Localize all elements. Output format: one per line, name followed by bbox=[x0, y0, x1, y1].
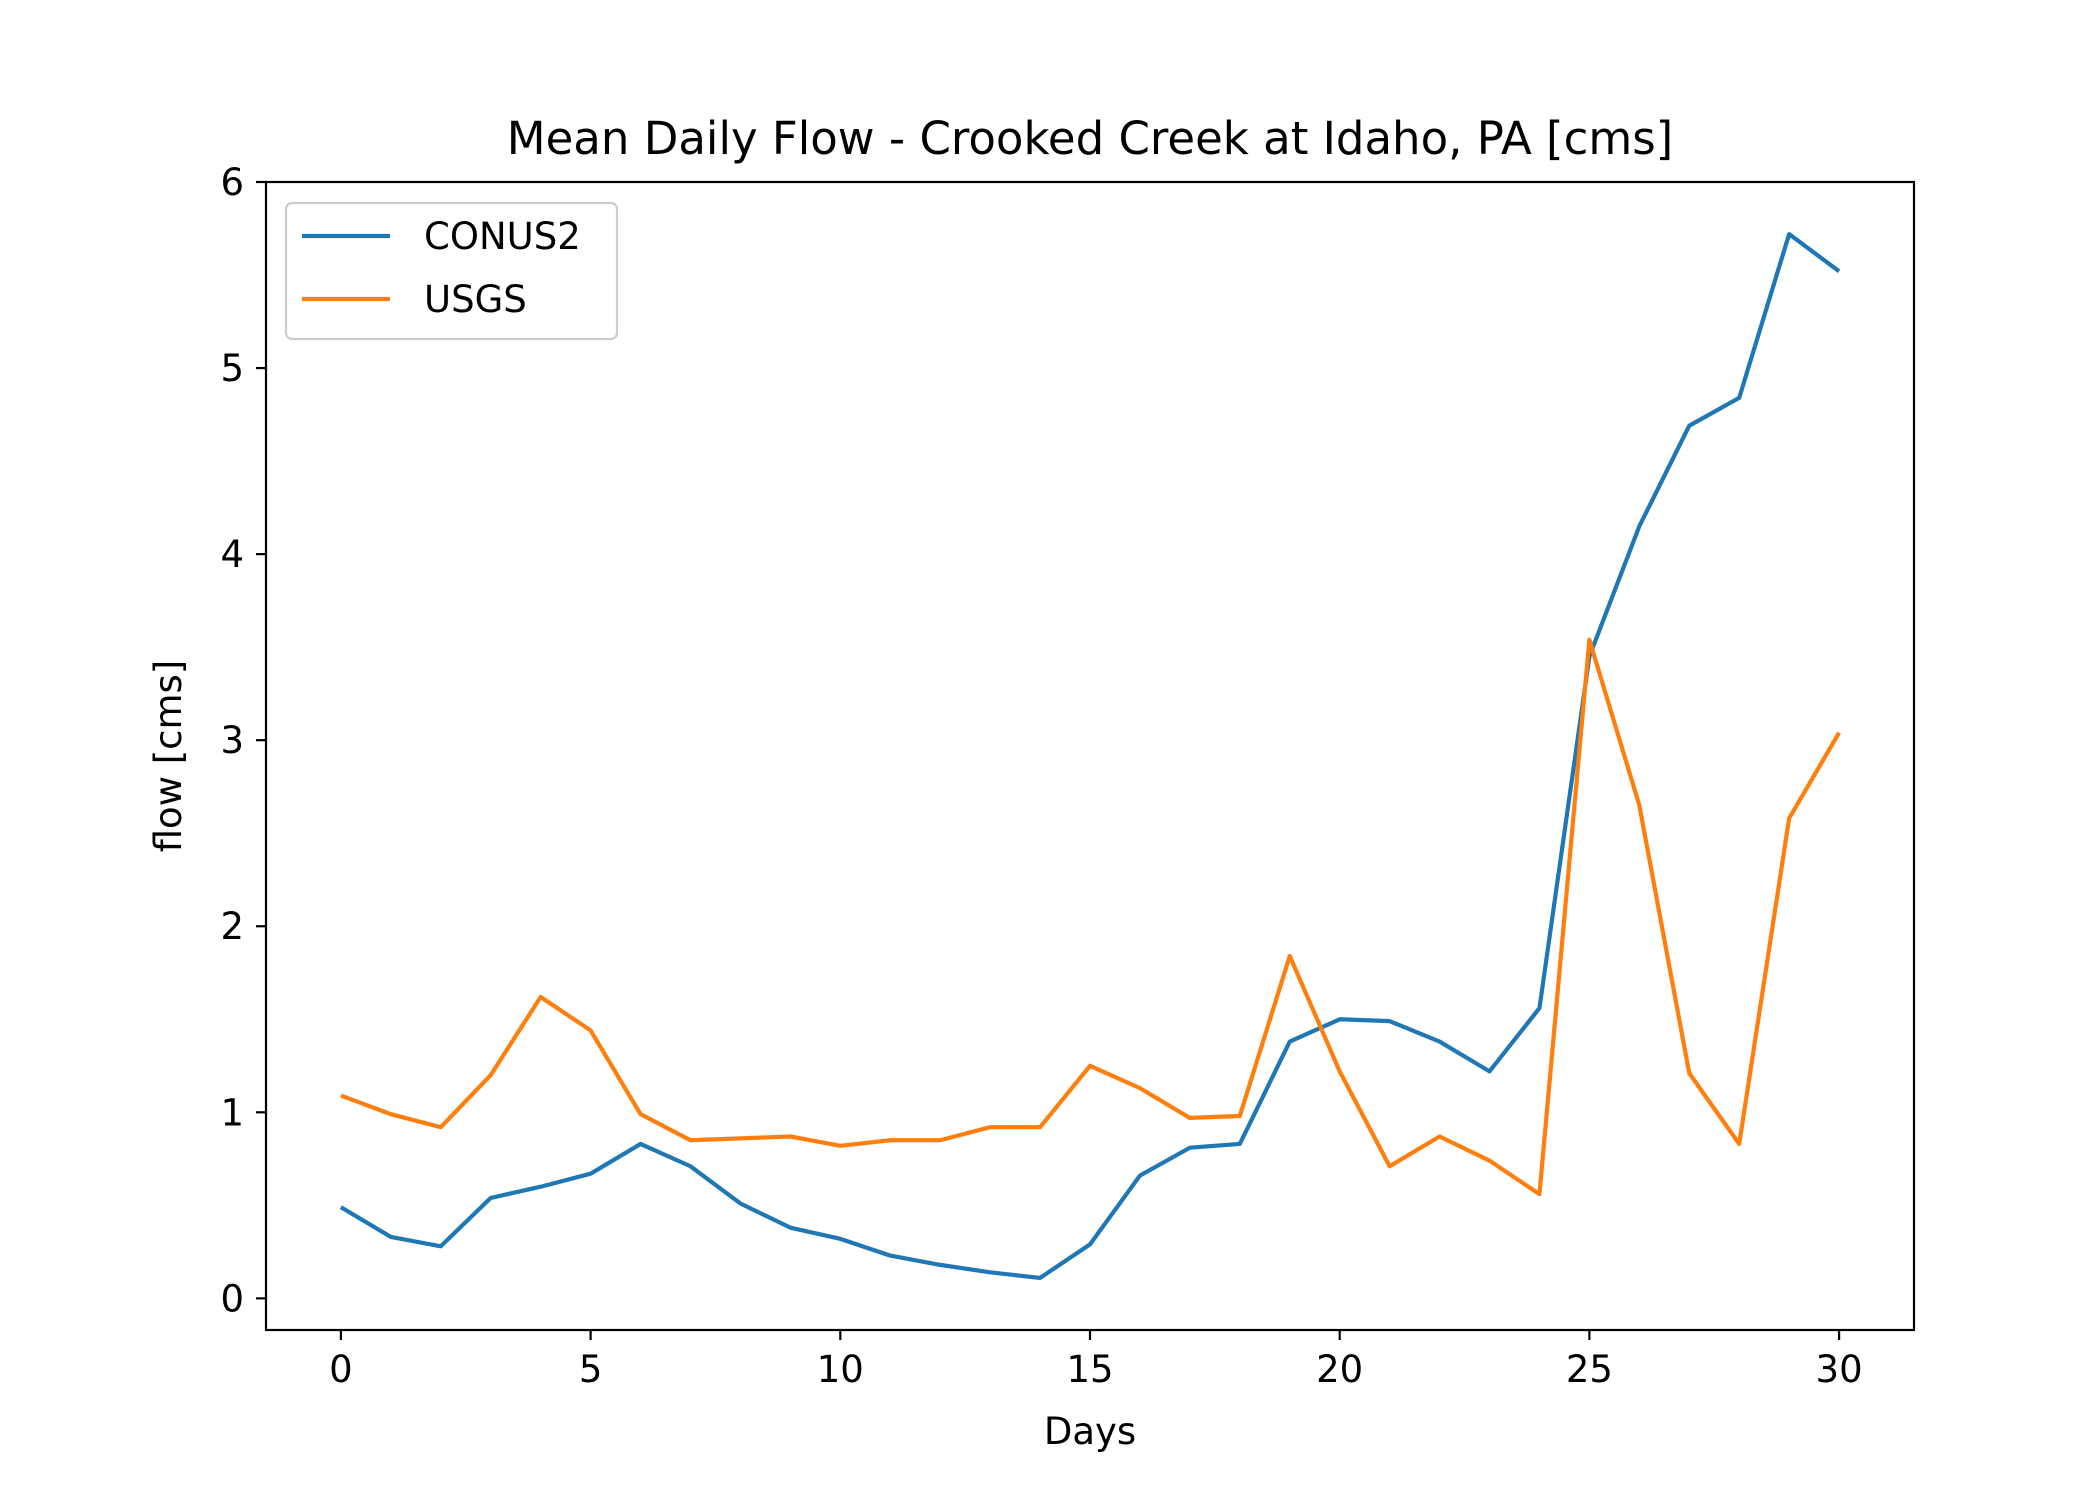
x-tick-label: 25 bbox=[1566, 1348, 1613, 1391]
x-tick-label: 30 bbox=[1816, 1348, 1863, 1391]
y-tick-label: 1 bbox=[220, 1091, 244, 1134]
plot-area: 0 5 10 15 20 25 30 0 1 2 3 4 5 6 bbox=[220, 161, 1916, 1391]
x-axis-ticks: 0 5 10 15 20 25 30 bbox=[329, 1330, 1863, 1391]
series-layer bbox=[339, 232, 1841, 1281]
y-axis-label: flow [cms] bbox=[147, 660, 190, 853]
y-tick-label: 4 bbox=[220, 533, 244, 576]
plot-frame bbox=[264, 180, 1916, 1332]
y-tick-label: 6 bbox=[220, 161, 244, 204]
y-axis-ticks: 0 1 2 3 4 5 6 bbox=[220, 161, 266, 1320]
series-line-usgs bbox=[340, 637, 1841, 1197]
x-tick-label: 10 bbox=[817, 1348, 864, 1391]
x-tick-label: 0 bbox=[329, 1348, 353, 1391]
x-tick-label: 15 bbox=[1066, 1348, 1113, 1391]
chart-title: Mean Daily Flow - Crooked Creek at Idaho… bbox=[507, 112, 1673, 165]
series-line-conus2 bbox=[339, 232, 1841, 1281]
legend-label-usgs: USGS bbox=[424, 278, 527, 321]
y-tick-label: 2 bbox=[220, 905, 244, 948]
y-tick-label: 3 bbox=[220, 719, 244, 762]
legend: CONUS2 USGS bbox=[284, 201, 619, 341]
y-tick-label: 5 bbox=[220, 347, 244, 390]
x-tick-label: 5 bbox=[579, 1348, 603, 1391]
x-axis-label: Days bbox=[1044, 1410, 1136, 1453]
y-tick-label: 0 bbox=[220, 1277, 244, 1320]
legend-label-conus2: CONUS2 bbox=[424, 215, 581, 258]
x-tick-label: 20 bbox=[1316, 1348, 1363, 1391]
